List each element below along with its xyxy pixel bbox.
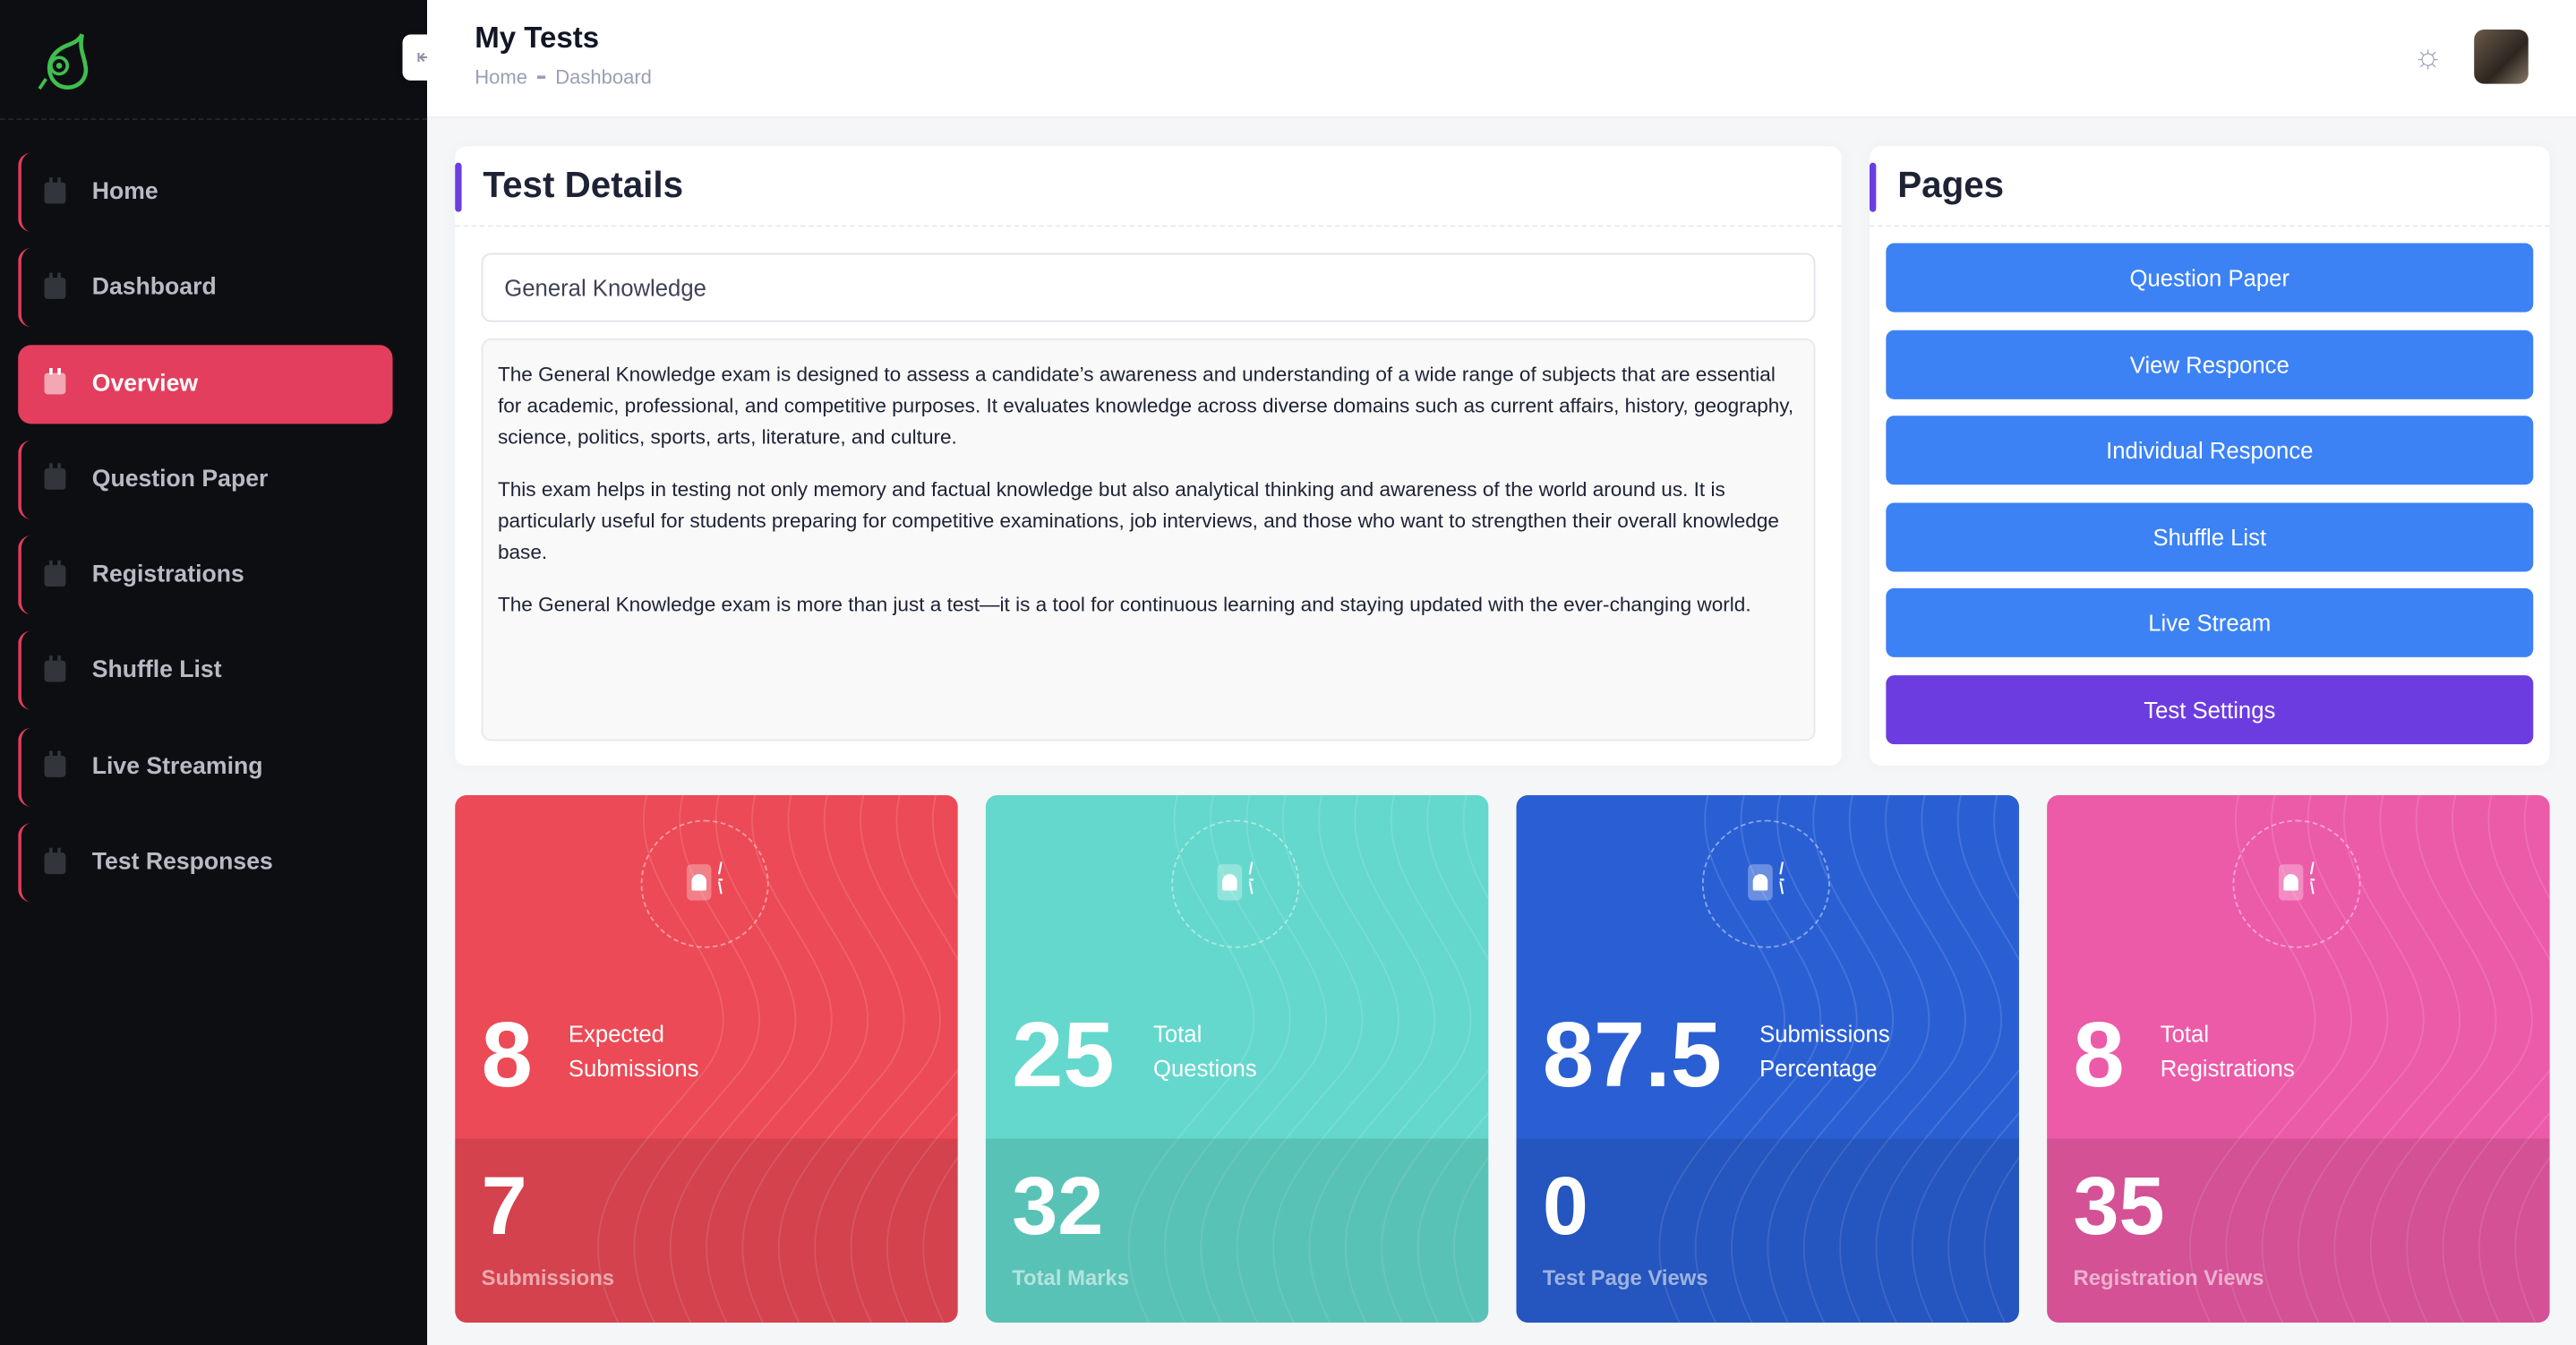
sidebar-item-label: Live Streaming [91,753,263,781]
icon-ring [2232,819,2361,948]
stat-card: / - \ 8 Total Registrations 35 Registration… [2047,795,2550,1324]
stat-sub-value: 7 [481,1160,527,1253]
sidebar-item-test-responses[interactable]: Test Responses [18,823,392,903]
card-title: Test Details [483,164,684,206]
bell-icon [2278,864,2304,901]
breadcrumb-dashboard[interactable]: Dashboard [555,65,652,90]
sidebar-item-registrations[interactable]: Registrations [18,535,392,615]
stat-card: / - \ 87.5 Submissions Percentage 0 Test Pa… [1516,795,2019,1324]
sidebar-item-shuffle-list[interactable]: Shuffle List [18,631,392,711]
breadcrumb: Home Dashboard [475,65,652,89]
card-title: Pages [1897,164,2005,206]
stat-value: 8 [2073,1002,2125,1106]
sidebar-item-label: Shuffle List [91,657,222,685]
owl-logo [38,33,89,90]
stat-card: / - \ 8 Expected Submissions 7 Submissions [455,795,958,1324]
stat-label: Total Questions [1153,1020,1257,1082]
stat-value: 87.5 [1542,1002,1722,1106]
live-stream-button[interactable]: Live Stream [1886,588,2534,658]
sidebar-item-label: Question Paper [91,466,269,493]
icon-ring [1701,819,1830,948]
test-details-card: Test Details General Knowledge The Gener… [455,146,1842,767]
description-paragraph: The General Knowledge exam is designed t… [497,363,1794,449]
description-paragraph: The General Knowledge exam is more than … [497,593,1751,617]
sidebar-item-overview[interactable]: Overview [18,344,393,424]
stat-label: Total Registrations [2160,1020,2295,1082]
sidebar-item-dashboard[interactable]: Dashboard [18,248,392,328]
calendar-icon [44,751,66,778]
stat-sub-label: Total Marks [1012,1264,1130,1290]
bell-icon [1748,864,1773,901]
stat-sub-label: Registration Views [2073,1264,2264,1290]
stat-sub-value: 32 [1012,1160,1104,1253]
ring-waves-icon: / - \ [717,861,723,899]
sidebar-item-label: Registrations [91,561,244,589]
sidebar-item-label: Dashboard [91,274,217,302]
calendar-icon [44,560,66,587]
topography-pattern [597,795,958,1324]
test-settings-button[interactable]: Test Settings [1886,675,2534,745]
header: My Tests Home Dashboard ☼ [427,0,2576,119]
sidebar-item-label: Home [91,178,158,206]
sidebar-item-live-streaming[interactable]: Live Streaming [18,727,392,807]
bell-icon [1217,864,1243,901]
sidebar-divider [0,118,428,120]
stat-label: Submissions Percentage [1759,1020,1890,1082]
ring-waves-icon: / - \ [1779,861,1785,899]
ring-waves-icon: / - \ [2309,861,2315,899]
stat-sub-label: Submissions [481,1264,615,1290]
sidebar-item-label: Test Responses [91,849,273,877]
ring-waves-icon: / - \ [1248,861,1254,899]
stat-card: / - \ 25 Total Questions 32 Total Marks [985,795,1489,1324]
sidebar-item-home[interactable]: Home [18,152,392,232]
sidebar-item-question-paper[interactable]: Question Paper [18,440,392,519]
stat-sub-label: Test Page Views [1542,1264,1708,1290]
theme-toggle-sun-icon[interactable]: ☼ [2412,39,2443,76]
page-title: My Tests [475,21,600,55]
stat-sub-value: 35 [2073,1160,2165,1253]
question-paper-button[interactable]: Question Paper [1886,243,2534,313]
stat-label: Expected Submissions [568,1020,699,1082]
stat-sub-value: 0 [1542,1160,1588,1253]
sidebar-nav: Home Dashboard Overview Question Paper Regis… [18,152,393,920]
calendar-icon [44,368,66,395]
calendar-icon [44,655,66,682]
breadcrumb-home[interactable]: Home [475,65,527,90]
stat-value: 8 [481,1002,533,1106]
shuffle-list-button[interactable]: Shuffle List [1886,502,2534,572]
bell-icon [686,864,712,901]
sidebar: Home Dashboard Overview Question Paper Regis… [0,0,428,1345]
calendar-icon [44,272,66,299]
sidebar-item-label: Overview [91,370,199,398]
calendar-icon [44,846,66,874]
avatar[interactable] [2474,30,2529,84]
pages-card: Pages Question Paper View Responce Individ… [1870,146,2550,767]
test-description[interactable]: The General Knowledge exam is designed t… [481,338,1816,741]
test-name-input[interactable]: General Knowledge [481,253,1816,322]
description-paragraph: This exam helps in testing not only memo… [497,477,1779,564]
icon-ring [1171,819,1300,948]
icon-ring [640,819,769,948]
calendar-icon [44,464,66,491]
view-responce-button[interactable]: View Responce [1886,330,2534,399]
individual-responce-button[interactable]: Individual Responce [1886,415,2534,485]
stat-value: 25 [1012,1002,1115,1106]
calendar-icon [44,176,66,203]
